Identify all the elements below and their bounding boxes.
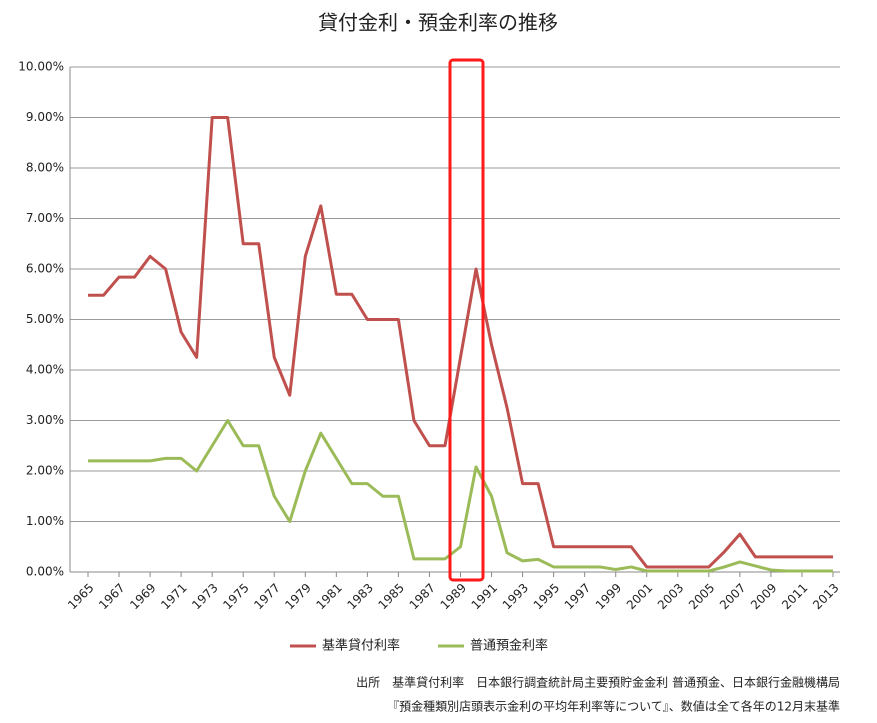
x-tick-label: 1999 <box>593 581 624 612</box>
x-tick-label: 1979 <box>282 581 313 612</box>
series-line <box>88 116 833 569</box>
x-tick-label: 2003 <box>655 581 686 612</box>
y-tick-label: 8.00% <box>26 161 64 175</box>
y-tick-label: 2.00% <box>26 464 64 478</box>
x-tick-label: 2007 <box>717 581 748 612</box>
y-tick-label: 3.00% <box>26 413 64 427</box>
y-tick-label: 0.00% <box>26 565 64 579</box>
x-tick-label: 2009 <box>748 581 779 612</box>
x-tick-label: 1985 <box>376 581 407 612</box>
series-line <box>88 419 833 573</box>
x-tick-label: 1997 <box>562 581 593 612</box>
source-note: 『預金種類別店頭表示金利の平均年利率等について』、数値は全て各年の12月末基準 <box>387 699 840 714</box>
source-note: 出所 基準貸付利率 日本銀行調査統計局主要預貯金金利 普通預金、日本銀行金融機構… <box>356 675 840 690</box>
y-tick-label: 10.00% <box>18 60 64 74</box>
x-tick-label: 2013 <box>810 581 841 612</box>
x-tick-label: 2011 <box>779 581 810 612</box>
legend-label: 基準貸付利率 <box>322 638 400 654</box>
x-tick-label: 1965 <box>65 581 96 612</box>
x-tick-label: 1993 <box>500 581 531 612</box>
x-tick-label: 1995 <box>531 581 562 612</box>
x-tick-label: 2001 <box>624 581 655 612</box>
x-tick-label: 1973 <box>189 581 220 612</box>
x-tick-label: 1975 <box>220 581 251 612</box>
x-tick-label: 1969 <box>127 581 158 612</box>
highlight-box <box>448 58 485 582</box>
x-tick-label: 1971 <box>158 581 189 612</box>
x-tick-label: 1989 <box>438 581 469 612</box>
y-tick-label: 1.00% <box>26 514 64 528</box>
x-tick-label: 1981 <box>313 581 344 612</box>
x-tick-label: 1977 <box>251 581 282 612</box>
x-tick-label: 2005 <box>686 581 717 612</box>
y-tick-label: 4.00% <box>26 363 64 377</box>
y-tick-label: 9.00% <box>26 110 64 124</box>
legend-label: 普通預金利率 <box>470 638 548 654</box>
x-tick-label: 1967 <box>96 581 127 612</box>
chart-title: 貸付金利・預金利率の推移 <box>318 11 558 35</box>
y-tick-label: 6.00% <box>26 262 64 276</box>
y-tick-label: 7.00% <box>26 211 64 225</box>
x-tick-label: 1987 <box>407 581 438 612</box>
x-tick-label: 1983 <box>344 581 375 612</box>
y-tick-label: 5.00% <box>26 312 64 326</box>
x-tick-label: 1991 <box>469 581 500 612</box>
